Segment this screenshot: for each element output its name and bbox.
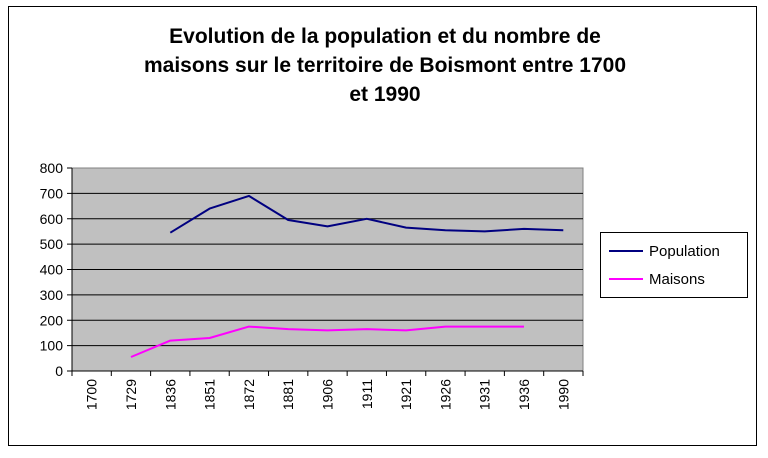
x-tick-label-1881: 1881 (280, 379, 296, 410)
y-tick-label-600: 600 (40, 211, 64, 227)
chart-title-line-3: et 1990 (349, 83, 421, 106)
chart-title: Evolution de la population et du nombre … (80, 22, 690, 109)
x-tick-label-1906: 1906 (320, 379, 336, 410)
y-tick-label-500: 500 (40, 236, 64, 252)
y-tick-label-100: 100 (40, 338, 64, 354)
x-tick-label-1851: 1851 (202, 379, 218, 410)
y-tick-label-300: 300 (40, 287, 64, 303)
x-tick-label-1700: 1700 (84, 379, 100, 410)
y-tick-label-200: 200 (40, 312, 64, 328)
legend-label-population: Population (649, 242, 720, 260)
x-tick-label-1936: 1936 (516, 379, 532, 410)
legend-swatch-population (609, 250, 643, 252)
x-tick-label-1990: 1990 (555, 379, 571, 410)
y-tick-label-400: 400 (40, 262, 64, 278)
legend-label-maisons: Maisons (649, 270, 705, 288)
x-tick-label-1931: 1931 (477, 379, 493, 410)
legend-item-population: Population (609, 241, 720, 261)
chart-legend: Population Maisons (600, 232, 748, 298)
y-tick-label-700: 700 (40, 185, 64, 201)
legend-item-maisons: Maisons (609, 269, 705, 289)
x-tick-label-1926: 1926 (437, 379, 453, 410)
legend-swatch-maisons (609, 278, 643, 280)
chart-title-line-1: Evolution de la population et du nombre … (169, 25, 601, 48)
x-tick-label-1872: 1872 (241, 379, 257, 410)
y-tick-label-800: 800 (40, 160, 64, 176)
x-tick-label-1729: 1729 (123, 379, 139, 410)
x-tick-label-1836: 1836 (162, 379, 178, 410)
x-tick-label-1921: 1921 (398, 379, 414, 410)
x-tick-label-1911: 1911 (359, 379, 375, 409)
y-tick-label-0: 0 (55, 363, 63, 379)
series-line-population (169, 194, 564, 234)
chart-title-line-2: maisons sur le territoire de Boismont en… (144, 54, 626, 77)
